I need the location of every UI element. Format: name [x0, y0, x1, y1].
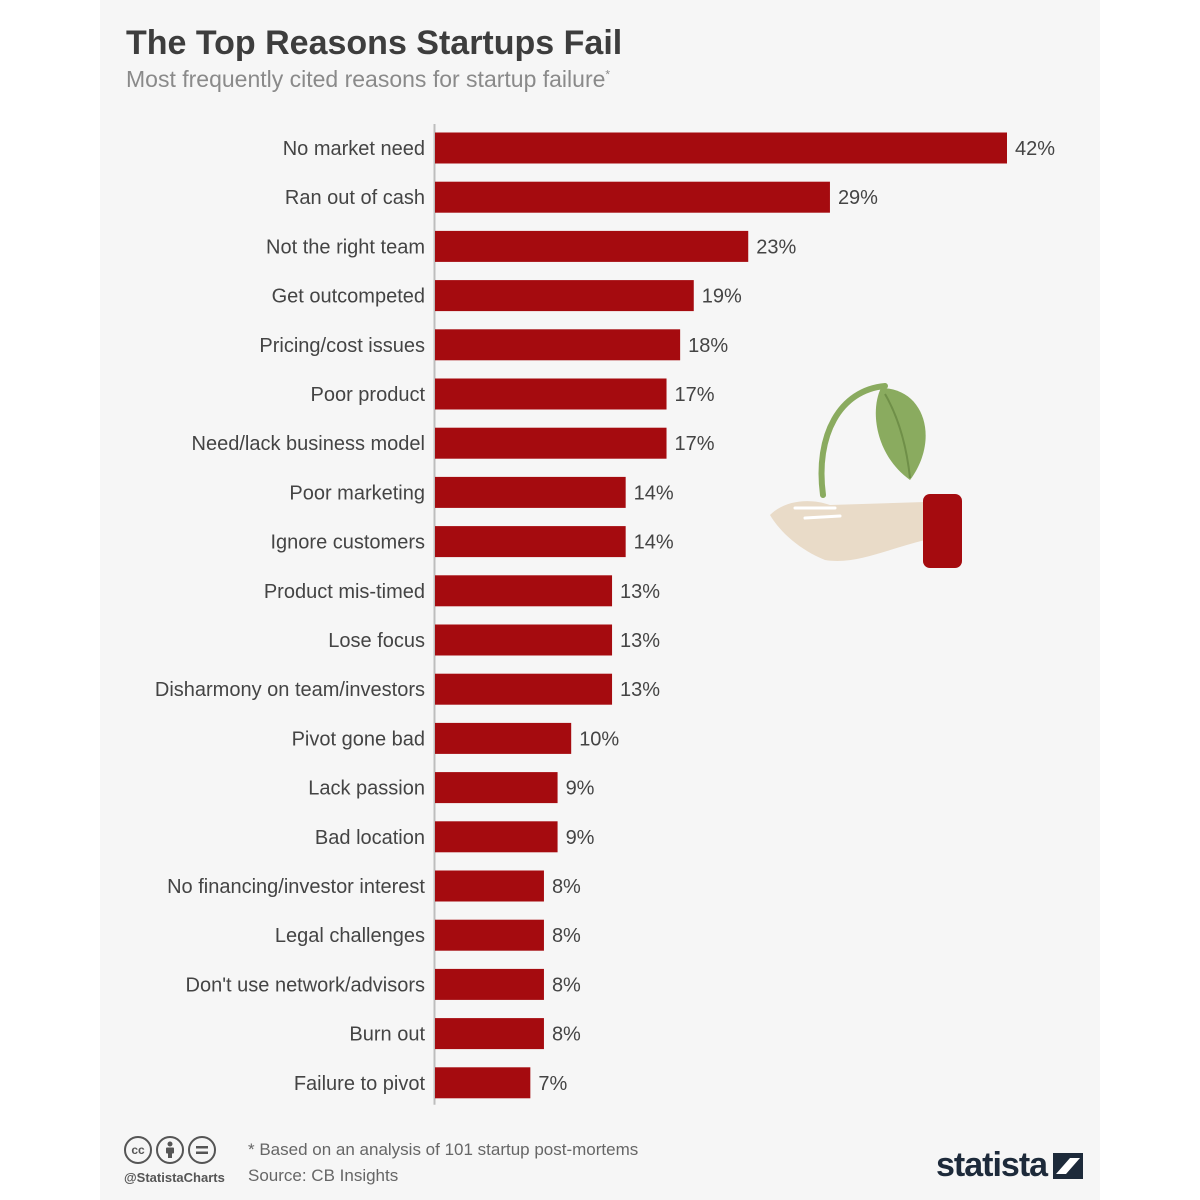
category-label: Pricing/cost issues: [259, 335, 425, 357]
brand-wordmark: statista: [936, 1146, 1048, 1184]
bar: [435, 427, 667, 459]
bar: [435, 132, 1007, 164]
creative-commons-icon: cc: [124, 1136, 152, 1164]
category-label: Lack passion: [308, 778, 425, 800]
bar: [435, 772, 558, 804]
value-label: 13%: [620, 679, 660, 701]
category-label: Need/lack business model: [192, 433, 425, 455]
bar: [435, 722, 572, 754]
subtitle-text: Most frequently cited reasons for startu…: [126, 66, 606, 92]
category-label: Pivot gone bad: [292, 728, 425, 750]
category-label: No market need: [283, 138, 425, 160]
value-label: 7%: [538, 1073, 567, 1095]
bar: [435, 526, 626, 558]
source-label: Source: CB Insights: [248, 1166, 399, 1185]
category-label: No financing/investor interest: [167, 876, 425, 898]
bar: [435, 1018, 544, 1050]
value-label: 14%: [634, 482, 674, 504]
value-label: 13%: [620, 581, 660, 603]
bar: [435, 821, 558, 853]
value-label: 8%: [552, 1024, 581, 1046]
bar: [435, 1067, 531, 1099]
category-label: Don't use network/advisors: [186, 974, 425, 996]
category-label: Legal challenges: [275, 925, 425, 947]
hand-holding-sprout-icon: [765, 380, 970, 575]
value-label: 18%: [688, 335, 728, 357]
bar-chart: No market need 42% Ran out of cash 29% Not t…: [155, 124, 1055, 1105]
statista-logo[interactable]: statista: [936, 1146, 1084, 1185]
value-label: 9%: [566, 827, 595, 849]
no-derivatives-icon: [188, 1136, 216, 1164]
category-label: Product mis-timed: [264, 581, 425, 603]
value-label: 13%: [620, 630, 660, 652]
value-label: 19%: [702, 286, 742, 308]
category-label: Poor product: [310, 384, 425, 406]
bar: [435, 378, 667, 410]
statista-logo-icon: [1053, 1152, 1084, 1179]
statista-handle: @StatistaCharts: [124, 1170, 225, 1185]
bar: [435, 329, 681, 361]
bar: [435, 624, 613, 656]
value-label: 8%: [552, 876, 581, 898]
footnote: * Based on an analysis of 101 startup po…: [248, 1140, 639, 1159]
bar: [435, 230, 749, 262]
category-label: Disharmony on team/investors: [155, 679, 425, 701]
category-label: Not the right team: [266, 236, 425, 258]
subtitle-footnote-mark: *: [605, 67, 611, 82]
category-label: Failure to pivot: [294, 1073, 426, 1095]
value-label: 9%: [566, 778, 595, 800]
value-label: 29%: [838, 187, 878, 209]
value-label: 42%: [1015, 138, 1055, 160]
value-label: 8%: [552, 925, 581, 947]
category-label: Burn out: [349, 1024, 425, 1046]
category-label: Bad location: [315, 827, 425, 849]
value-label: 23%: [756, 236, 796, 258]
category-label: Ignore customers: [270, 532, 425, 554]
category-label: Poor marketing: [289, 482, 425, 504]
category-label: Ran out of cash: [285, 187, 425, 209]
category-label: Get outcompeted: [272, 286, 425, 308]
bar: [435, 870, 544, 902]
chart-title: The Top Reasons Startups Fail: [126, 24, 623, 62]
value-label: 14%: [634, 532, 674, 554]
bar: [435, 280, 694, 312]
value-label: 10%: [579, 728, 619, 750]
license-icons: cc: [124, 1136, 216, 1164]
chart-subtitle: Most frequently cited reasons for startu…: [126, 66, 610, 93]
value-label: 8%: [552, 974, 581, 996]
attribution-icon: [156, 1136, 184, 1164]
bar: [435, 476, 626, 508]
bar: [435, 181, 830, 213]
value-label: 17%: [675, 433, 715, 455]
bar: [435, 919, 544, 951]
bar: [435, 968, 544, 1000]
bar: [435, 673, 613, 705]
value-label: 17%: [675, 384, 715, 406]
category-label: Lose focus: [328, 630, 425, 652]
bar: [435, 575, 613, 607]
